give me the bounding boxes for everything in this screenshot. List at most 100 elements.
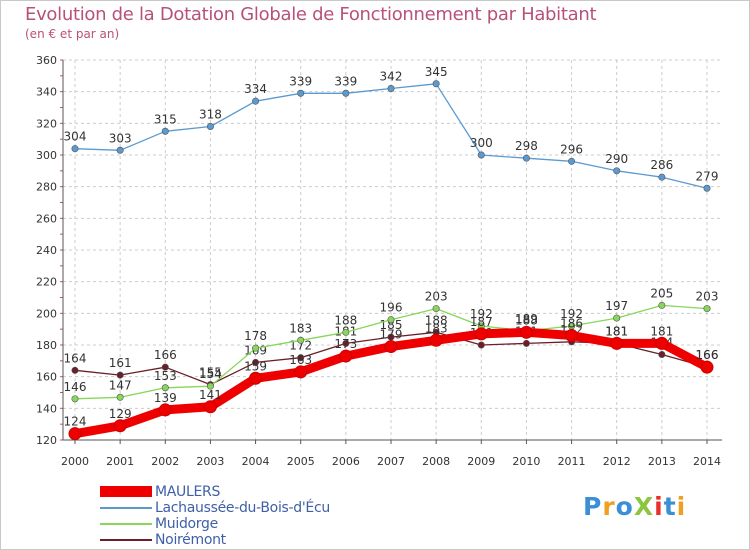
x-tick-label: 2003 [196,455,224,468]
data-point-muidorge [432,305,440,313]
data-point-muidorge [206,382,214,390]
data-label-maulers: 139 [154,391,177,405]
data-label-muidorge: 188 [334,313,357,327]
data-point-muidorge [161,384,169,392]
data-point-lachaussee-du-bois-d-ecu [432,80,440,88]
logo-letter: o [615,492,634,521]
data-label-noiremont: 181 [605,324,628,338]
data-label-lachaussee-du-bois-d-ecu: 342 [380,70,403,84]
data-point-lachaussee-du-bois-d-ecu [206,123,214,131]
y-tick-label: 300 [36,149,57,162]
data-point-muidorge [252,344,260,352]
data-point-lachaussee-du-bois-d-ecu [161,127,169,135]
data-point-lachaussee-du-bois-d-ecu [703,184,711,192]
data-point-muidorge [297,336,305,344]
data-point-lachaussee-du-bois-d-ecu [387,85,395,93]
x-tick-label: 2002 [151,455,179,468]
data-label-lachaussee-du-bois-d-ecu: 315 [154,112,177,126]
data-label-maulers: 166 [696,348,719,362]
data-point-muidorge [703,305,711,313]
data-point-maulers [203,400,217,414]
data-label-noiremont: 172 [289,339,312,353]
data-label-maulers: 129 [109,407,132,421]
data-point-lachaussee-du-bois-d-ecu [568,157,576,165]
data-label-muidorge: 183 [289,321,312,335]
data-label-maulers: 187 [470,315,493,329]
data-label-muidorge: 203 [425,290,448,304]
data-label-muidorge: 197 [605,299,628,313]
data-point-maulers [429,333,443,347]
data-label-lachaussee-du-bois-d-ecu: 318 [199,108,222,122]
data-label-muidorge: 205 [650,286,673,300]
data-point-maulers [655,336,669,350]
data-label-muidorge: 147 [109,378,132,392]
y-tick-label: 160 [36,371,57,384]
data-label-lachaussee-du-bois-d-ecu: 345 [425,65,448,79]
x-tick-label: 2010 [512,455,540,468]
data-label-lachaussee-du-bois-d-ecu: 286 [650,158,673,172]
logo-letter: i [676,492,687,521]
data-point-maulers [474,327,488,341]
data-point-muidorge [613,314,621,322]
data-label-lachaussee-du-bois-d-ecu: 334 [244,82,267,96]
data-point-lachaussee-du-bois-d-ecu [116,146,124,154]
data-label-maulers: 173 [334,337,357,351]
proxiti-logo: ProXiti [583,492,686,521]
x-tick-label: 2012 [603,455,631,468]
legend-label-lachaussee: Lachaussée-du-Bois-d'Écu [155,500,330,516]
data-point-maulers [68,427,82,441]
data-point-muidorge [116,393,124,401]
data-label-lachaussee-du-bois-d-ecu: 339 [289,74,312,88]
data-point-lachaussee-du-bois-d-ecu [522,154,530,162]
data-label-lachaussee-du-bois-d-ecu: 290 [605,152,628,166]
x-tick-label: 2006 [332,455,360,468]
data-point-noiremont [342,339,350,347]
data-point-maulers [384,340,398,354]
page-title: Evolution de la Dotation Globale de Fonc… [25,4,597,25]
data-point-lachaussee-du-bois-d-ecu [613,167,621,175]
data-point-muidorge [387,316,395,324]
data-point-maulers [700,360,714,374]
y-tick-label: 200 [36,307,57,320]
data-label-maulers: 186 [560,317,583,331]
data-point-noiremont [522,339,530,347]
data-point-noiremont [252,358,260,366]
page-subtitle: (en € et par an) [25,27,120,41]
data-label-lachaussee-du-bois-d-ecu: 339 [334,74,357,88]
data-point-noiremont [297,354,305,362]
data-label-muidorge: 178 [244,329,267,343]
x-tick-label: 2001 [106,455,134,468]
data-point-noiremont [658,350,666,358]
data-label-muidorge: 153 [154,369,177,383]
data-label-muidorge: 192 [470,307,493,321]
data-point-maulers [113,419,127,433]
data-point-noiremont [161,363,169,371]
logo-letter: i [654,492,664,521]
y-tick-label: 140 [36,402,57,415]
data-label-maulers: 181 [605,324,628,338]
data-label-maulers: 163 [289,353,312,367]
y-tick-label: 280 [36,181,57,194]
data-label-maulers: 183 [425,321,448,335]
x-tick-label: 2007 [377,455,405,468]
logo-letter: t [663,492,677,521]
legend-swatch-lachaussee [100,507,152,509]
line-chart: 120 140 160 180 200 220 240 260 280 300 320 340 360 2… [36,54,722,468]
data-label-lachaussee-du-bois-d-ecu: 300 [470,136,493,150]
data-point-lachaussee-du-bois-d-ecu [71,145,79,153]
data-label-muidorge: 192 [560,307,583,321]
data-point-maulers [294,365,308,379]
x-tick-label: 2014 [693,455,721,468]
x-tick-label: 2005 [287,455,315,468]
y-tick-label: 320 [36,117,57,130]
data-label-lachaussee-du-bois-d-ecu: 304 [64,130,87,144]
data-label-maulers: 181 [650,324,673,338]
data-point-maulers [339,349,353,363]
data-label-lachaussee-du-bois-d-ecu: 279 [696,169,719,183]
data-label-muidorge: 146 [64,380,87,394]
y-tick-label: 360 [36,54,57,67]
data-label-noiremont: 164 [64,351,87,365]
legend-swatch-noiremont [100,539,152,541]
y-tick-label: 240 [36,244,57,257]
data-label-muidorge: 189 [515,312,538,326]
